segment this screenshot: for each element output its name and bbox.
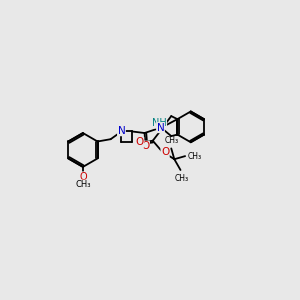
Text: N: N <box>118 126 125 136</box>
Text: O: O <box>141 141 149 151</box>
Text: CH₃: CH₃ <box>188 152 202 160</box>
Text: O: O <box>161 147 169 157</box>
Text: CH₃: CH₃ <box>75 180 91 189</box>
Text: O: O <box>79 172 87 182</box>
Text: N: N <box>157 123 164 133</box>
Text: CH₃: CH₃ <box>174 174 188 183</box>
Text: O: O <box>136 137 144 147</box>
Text: CH₃: CH₃ <box>164 136 178 145</box>
Text: NH: NH <box>152 118 167 128</box>
